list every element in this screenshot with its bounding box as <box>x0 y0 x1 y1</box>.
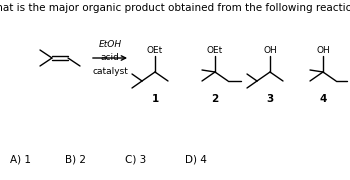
Text: A) 1: A) 1 <box>10 155 31 165</box>
Text: OH: OH <box>316 46 330 55</box>
Text: OH: OH <box>263 46 277 55</box>
Text: EtOH: EtOH <box>98 40 121 49</box>
Text: B) 2: B) 2 <box>65 155 86 165</box>
Text: 4: 4 <box>319 94 327 104</box>
Text: OEt: OEt <box>207 46 223 55</box>
Text: catalyst: catalyst <box>92 67 128 76</box>
Text: 1: 1 <box>151 94 159 104</box>
Text: OEt: OEt <box>147 46 163 55</box>
Text: acid: acid <box>100 53 119 62</box>
Text: C) 3: C) 3 <box>125 155 146 165</box>
Text: 3: 3 <box>266 94 274 104</box>
Text: 2: 2 <box>211 94 219 104</box>
Text: D) 4: D) 4 <box>185 155 207 165</box>
Text: What is the major organic product obtained from the following reaction?: What is the major organic product obtain… <box>0 3 350 13</box>
